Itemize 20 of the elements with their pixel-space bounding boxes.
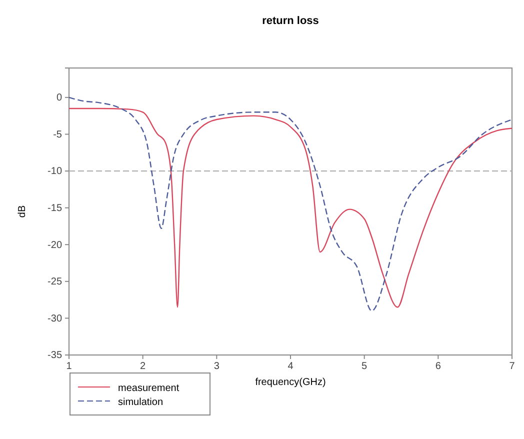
x-tick-label: 4: [288, 361, 294, 372]
x-tick-label: 5: [362, 361, 368, 372]
y-tick-label: -35: [48, 350, 62, 362]
y-tick-label: -30: [48, 313, 62, 324]
x-axis-title: frequency(GHz): [255, 377, 326, 388]
x-tick-label: 6: [435, 361, 442, 372]
legend-label: simulation: [118, 397, 164, 408]
y-tick-label: -25: [48, 276, 62, 288]
x-tick-label: 1: [66, 361, 72, 372]
legend-label: measurement: [118, 383, 180, 394]
y-axis-title: dB: [17, 205, 28, 218]
x-tick-label: 7: [509, 361, 516, 372]
chart-title: return loss: [262, 15, 319, 27]
y-tick-label: -15: [48, 203, 62, 214]
x-tick-label: 3: [214, 361, 220, 372]
y-tick-label: -10: [48, 166, 62, 178]
y-tick-label: 0: [56, 92, 62, 104]
x-tick-label: 2: [140, 361, 146, 372]
y-tick-label: -5: [53, 129, 62, 140]
y-tick-label: -20: [48, 240, 62, 251]
